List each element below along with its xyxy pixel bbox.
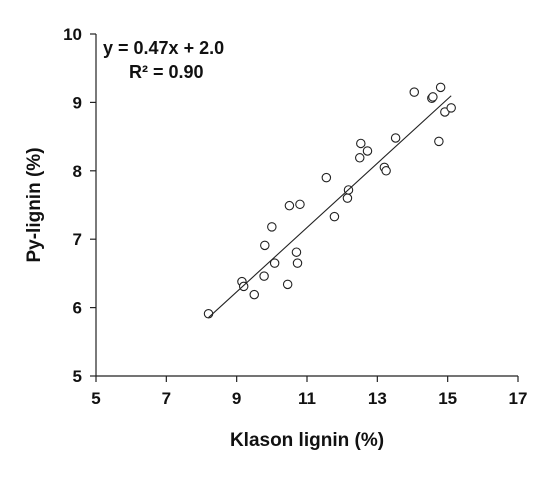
- y-tick-label: 6: [73, 299, 82, 318]
- r-squared-label: R² = 0.90: [129, 62, 204, 82]
- x-axis-title: Klason lignin (%): [230, 430, 384, 451]
- data-point: [390, 133, 401, 143]
- data-point: [434, 136, 444, 147]
- data-point: [203, 309, 214, 319]
- data-point: [292, 258, 303, 268]
- trendline-equation: y = 0.47x + 2.0: [103, 38, 224, 58]
- data-point: [249, 289, 260, 300]
- data-point: [260, 240, 270, 251]
- y-axis-ticks: 5 6 7 8 9 10: [63, 25, 96, 386]
- data-point: [342, 193, 353, 203]
- x-tick-label: 7: [162, 389, 171, 408]
- data-point: [267, 222, 277, 232]
- data-point: [238, 281, 249, 292]
- data-point: [409, 87, 420, 97]
- x-tick-label: 15: [438, 389, 457, 408]
- data-point: [295, 199, 305, 210]
- data-point: [354, 153, 365, 163]
- data-point: [381, 166, 391, 176]
- y-axis-title: Py-lignin (%): [24, 147, 45, 262]
- y-tick-label: 8: [73, 162, 82, 181]
- x-tick-label: 9: [232, 389, 241, 408]
- data-point: [435, 82, 446, 93]
- y-tick-label: 10: [63, 25, 82, 44]
- y-tick-label: 7: [73, 230, 82, 249]
- data-point: [446, 103, 456, 113]
- data-point: [356, 138, 366, 149]
- x-axis-ticks: 5 7 9 11 13 15 17: [91, 376, 527, 408]
- data-point: [362, 146, 373, 156]
- data-point: [259, 271, 269, 281]
- x-tick-label: 5: [91, 389, 100, 408]
- data-point: [282, 279, 293, 290]
- data-point: [329, 211, 340, 222]
- x-tick-label: 11: [298, 389, 316, 408]
- y-tick-label: 5: [73, 367, 82, 386]
- data-point: [321, 172, 332, 183]
- trend-line: [208, 95, 452, 318]
- y-tick-label: 9: [73, 93, 82, 112]
- x-tick-label: 17: [509, 389, 528, 408]
- points-layer: [203, 82, 456, 319]
- data-point: [428, 92, 438, 102]
- data-point: [284, 200, 295, 211]
- x-tick-label: 13: [368, 389, 387, 408]
- data-point: [291, 247, 302, 257]
- data-point: [269, 258, 280, 268]
